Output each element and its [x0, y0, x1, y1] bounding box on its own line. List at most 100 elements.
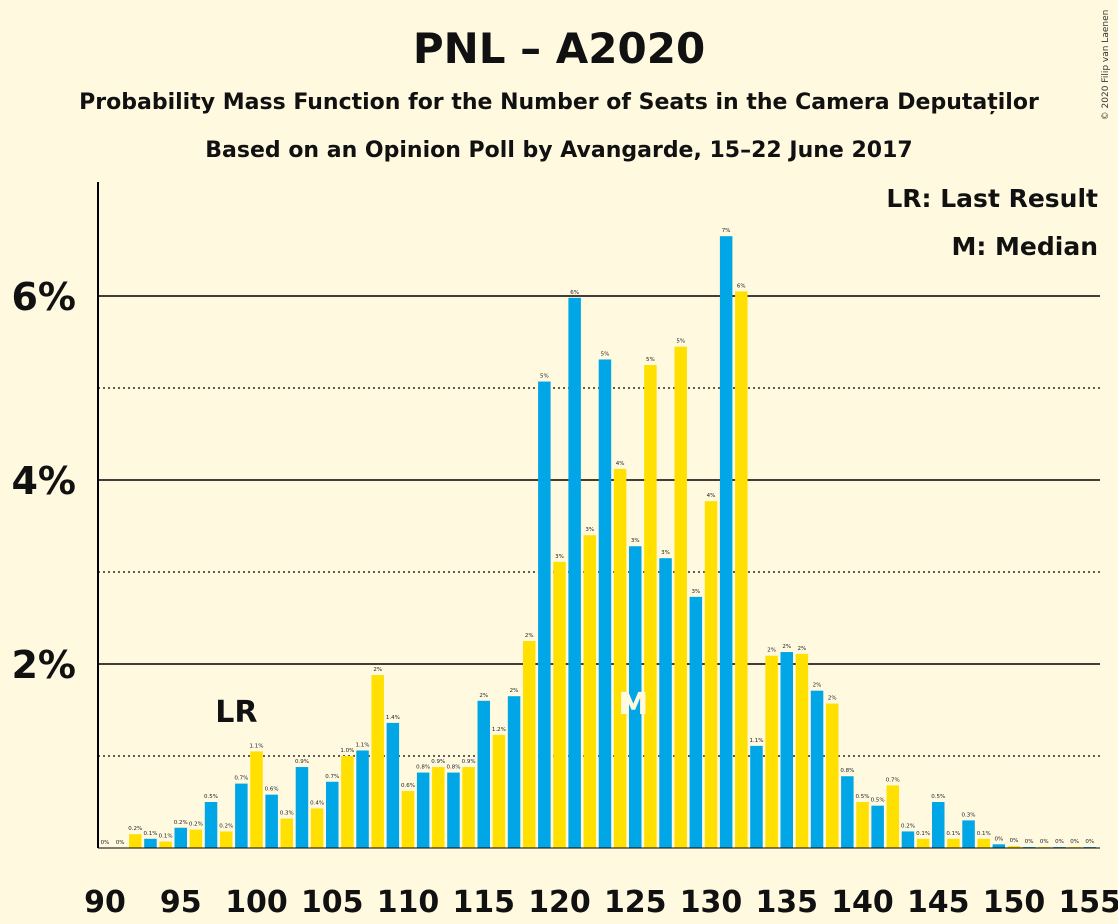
bar-seat-137	[810, 690, 824, 848]
bar-seat-102	[280, 818, 294, 848]
bar-label-seat-105: 0.7%	[325, 774, 339, 780]
bar-label-seat-112: 0.9%	[431, 759, 445, 765]
bar-seat-145	[932, 802, 945, 848]
bar-label-seat-94: 0.1%	[159, 834, 173, 840]
bar-label-seat-125: 3%	[631, 538, 640, 544]
bar-seat-98	[219, 831, 233, 848]
chart-subtitle-1: Probability Mass Function for the Number…	[79, 90, 1039, 115]
legend-last-result: LR: Last Result	[886, 184, 1098, 213]
x-tick-label: 115	[452, 885, 515, 920]
bar-seat-143	[901, 831, 915, 848]
bar-seat-140	[856, 802, 869, 848]
bar-seat-148	[977, 838, 990, 848]
bar-labels-group: 0% 0%0.2%0.1% 0.1%0.2% 0.2%0.5%0.2%0.7%1.1%…	[101, 228, 1094, 846]
bar-seat-92	[129, 834, 142, 848]
bar-label-seat-119: 5%	[540, 374, 549, 380]
bar-seat-103	[295, 767, 309, 848]
bar-label-seat-151: 0%	[1025, 839, 1034, 845]
bar-label-seat-96: 0.2%	[189, 822, 203, 828]
bar-seat-130	[704, 501, 718, 848]
bar-seat-149	[992, 844, 1006, 848]
bar-label-seat-92: 0.2%	[128, 826, 142, 832]
bar-label-seat-136: 2%	[798, 646, 807, 652]
x-tick-label: 95	[160, 885, 202, 920]
bar-seat-147	[962, 820, 975, 848]
bar-seat-97	[204, 802, 218, 848]
bar-seat-142	[886, 785, 900, 848]
bar-label-seat-118: 2%	[525, 633, 534, 639]
bar-label-seat-128: 5%	[676, 339, 685, 345]
bar-label-seat-121: 6%	[570, 290, 579, 296]
bar-seat-121	[568, 297, 581, 849]
bar-label-seat-95: 0.2%	[174, 820, 188, 826]
bar-seat-93	[144, 838, 157, 848]
bar-label-seat-113: 0.8%	[446, 765, 460, 771]
bar-label-seat-144: 0.1%	[916, 831, 930, 837]
bar-seat-124	[613, 468, 627, 848]
bar-seat-146	[947, 838, 960, 848]
bar-label-seat-100: 1.1%	[250, 743, 264, 749]
bar-label-seat-127: 3%	[661, 550, 670, 556]
bar-label-seat-148: 0.1%	[977, 831, 991, 837]
bar-seat-99	[235, 783, 248, 848]
bar-label-seat-154: 0%	[1070, 839, 1079, 845]
bar-seat-131	[719, 236, 733, 848]
bar-label-seat-102: 0.3%	[280, 811, 294, 817]
bar-seat-100	[250, 751, 263, 848]
bar-label-seat-132: 6%	[737, 283, 746, 289]
bar-label-seat-137: 2%	[813, 683, 822, 689]
median-marker: M	[618, 687, 648, 722]
bar-label-seat-104: 0.4%	[310, 800, 324, 806]
bar-seat-127	[659, 558, 672, 848]
bar-label-seat-126: 5%	[646, 357, 655, 363]
x-tick-label: 130	[680, 885, 743, 920]
bar-label-seat-99: 0.7%	[234, 776, 248, 782]
bar-seat-108	[371, 675, 384, 848]
bar-seat-122	[583, 535, 597, 848]
x-tick-label: 145	[907, 885, 970, 920]
bar-label-seat-153: 0%	[1055, 839, 1064, 845]
bar-seat-136	[795, 653, 809, 848]
bar-seat-144	[916, 838, 930, 848]
bar-label-seat-106: 1.0%	[340, 748, 354, 754]
bar-seat-150	[1007, 846, 1021, 848]
bar-seat-106	[341, 756, 354, 848]
bar-seat-129	[689, 596, 703, 848]
bar-label-seat-109: 1.4%	[386, 715, 400, 721]
bar-label-seat-110: 0.6%	[401, 783, 415, 789]
bar-label-seat-141: 0.5%	[871, 798, 885, 804]
bar-label-seat-116: 1.2%	[492, 727, 506, 733]
bar-seat-141	[871, 805, 884, 848]
axes-group: 2% 4% 6% 90 95 100 105 110 115 120 125 130 135 140 145…	[11, 182, 1118, 920]
bar-label-seat-93: 0.1%	[143, 831, 157, 837]
bar-seat-111	[416, 772, 430, 848]
bar-seat-101	[265, 794, 278, 848]
bar-seat-115	[477, 700, 490, 848]
y-tick-label: 4%	[11, 459, 76, 503]
x-tick-label: 125	[604, 885, 667, 920]
bar-label-seat-139: 0.8%	[840, 768, 854, 774]
x-tick-label: 135	[755, 885, 818, 920]
bar-label-seat-138: 2%	[828, 696, 837, 702]
bar-seat-114	[462, 767, 475, 848]
bar-label-seat-107: 1.1%	[356, 742, 370, 748]
bar-label-seat-149: 0%	[994, 836, 1003, 842]
x-tick-label: 155	[1058, 885, 1118, 920]
y-tick-label: 2%	[11, 643, 76, 687]
bars-group	[129, 236, 1096, 849]
bar-seat-128	[674, 346, 687, 848]
bar-label-seat-117: 2%	[510, 688, 519, 694]
bar-label-seat-131: 7%	[722, 228, 731, 234]
bar-label-seat-130: 4%	[707, 493, 716, 499]
bar-label-seat-135: 2%	[782, 644, 791, 650]
bar-seat-138	[825, 703, 839, 848]
bar-label-seat-97: 0.5%	[204, 794, 218, 800]
bar-label-seat-115: 2%	[479, 693, 488, 699]
bar-seat-109	[386, 722, 400, 848]
bar-seat-94	[159, 841, 172, 848]
bar-seat-120	[553, 561, 566, 848]
chart-subtitle-2: Based on an Opinion Poll by Avangarde, 1…	[205, 138, 913, 163]
x-tick-label: 105	[301, 885, 364, 920]
legend-median: M: Median	[951, 232, 1098, 261]
bar-seat-132	[735, 291, 748, 848]
